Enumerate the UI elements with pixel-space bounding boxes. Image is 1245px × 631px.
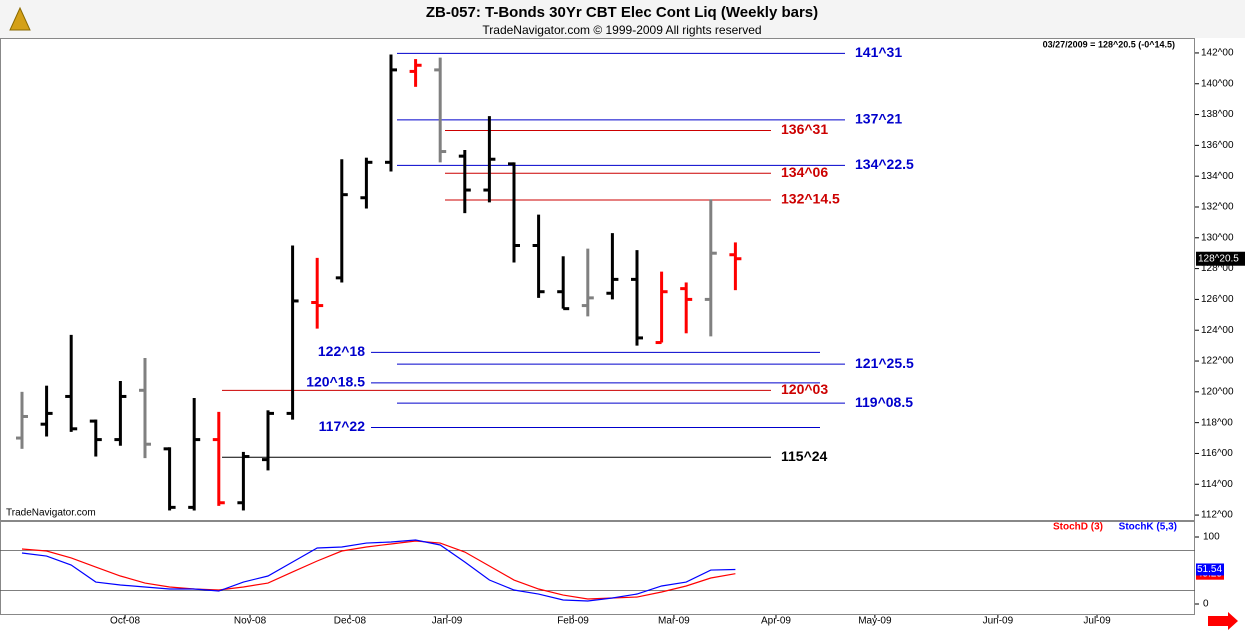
y-tick-label: 122^00 (1201, 356, 1234, 367)
y-tick-label: 124^00 (1201, 325, 1234, 336)
subtitle: TradeNavigator.com © 1999-2009 All right… (482, 23, 761, 37)
y-tick-label: 128^00 (1201, 263, 1234, 274)
x-tick-label: Dec-08 (334, 616, 367, 627)
info: 03/27/2009 = 128^20.5 (-0^14.5) (1043, 39, 1175, 49)
y-tick-label: 126^00 (1201, 294, 1234, 305)
y-tick-label: 116^00 (1201, 448, 1233, 459)
x-tick-label: Jun-09 (983, 616, 1014, 627)
level-label: 141^31 (855, 44, 902, 60)
level-label: 120^03 (781, 381, 828, 397)
y-tick-label: 112^00 (1201, 510, 1233, 521)
level-label: 115^24 (781, 448, 828, 464)
level-label: 134^22.5 (855, 156, 914, 172)
legend-entry: StochK (5,3) (1119, 522, 1177, 533)
y-tick-label: 132^00 (1201, 202, 1234, 213)
stoch-line (21, 539, 736, 602)
level-label: 134^06 (781, 164, 828, 180)
level-label: 121^25.5 (855, 355, 914, 371)
y-tick-label: 140^00 (1201, 78, 1234, 89)
x-tick-label: Nov-08 (234, 616, 267, 627)
chart-title: ZB-057: T-Bonds 30Yr CBT Elec Cont Liq (… (426, 4, 818, 21)
watermark: TradeNavigator.com (6, 508, 96, 519)
stoch-last-box (1196, 563, 1224, 576)
price-panel (0, 38, 1195, 521)
x-tick-label: Jul-09 (1083, 616, 1111, 627)
x-tick-label: May-09 (858, 616, 892, 627)
last-price-box (1196, 251, 1245, 266)
level-label: 132^14.5 (781, 191, 840, 207)
stoch-panel (0, 521, 1195, 615)
y-tick-label: 120^00 (1201, 386, 1234, 397)
y-tick-label: 138^00 (1201, 109, 1234, 120)
legend-entry: StochD (3) (1053, 522, 1103, 533)
y-tick-label: 130^00 (1201, 232, 1234, 243)
level-label: 122^18 (318, 343, 365, 359)
level-label: 120^18.5 (306, 374, 365, 390)
stoch-last-label: 51.54 (1197, 564, 1222, 575)
y-tick-label: 134^00 (1201, 171, 1234, 182)
y-tick-label: 136^00 (1201, 140, 1234, 151)
x-tick-label: Mar-09 (658, 616, 690, 627)
header (0, 0, 1245, 38)
stoch-tick-label: 0 (1203, 599, 1209, 610)
x-tick-label: Feb-09 (557, 616, 589, 627)
scroll-arrow[interactable] (1208, 612, 1238, 630)
y-tick-label: 118^00 (1201, 417, 1233, 428)
level-label: 137^21 (855, 111, 902, 127)
level-label: 136^31 (781, 121, 828, 137)
x-tick-label: Oct-08 (110, 616, 140, 627)
level-label: 117^22 (319, 418, 366, 434)
x-tick-label: Jan-09 (432, 616, 463, 627)
level-label: 119^08.5 (855, 394, 913, 410)
y-tick-label: 142^00 (1201, 48, 1234, 59)
x-tick-label: Apr-09 (761, 616, 791, 627)
last-price-label: 128^20.5 (1198, 253, 1239, 264)
logo (9, 6, 31, 31)
y-tick-label: 114^00 (1201, 479, 1233, 490)
stoch-tick-label: 100 (1203, 532, 1220, 543)
